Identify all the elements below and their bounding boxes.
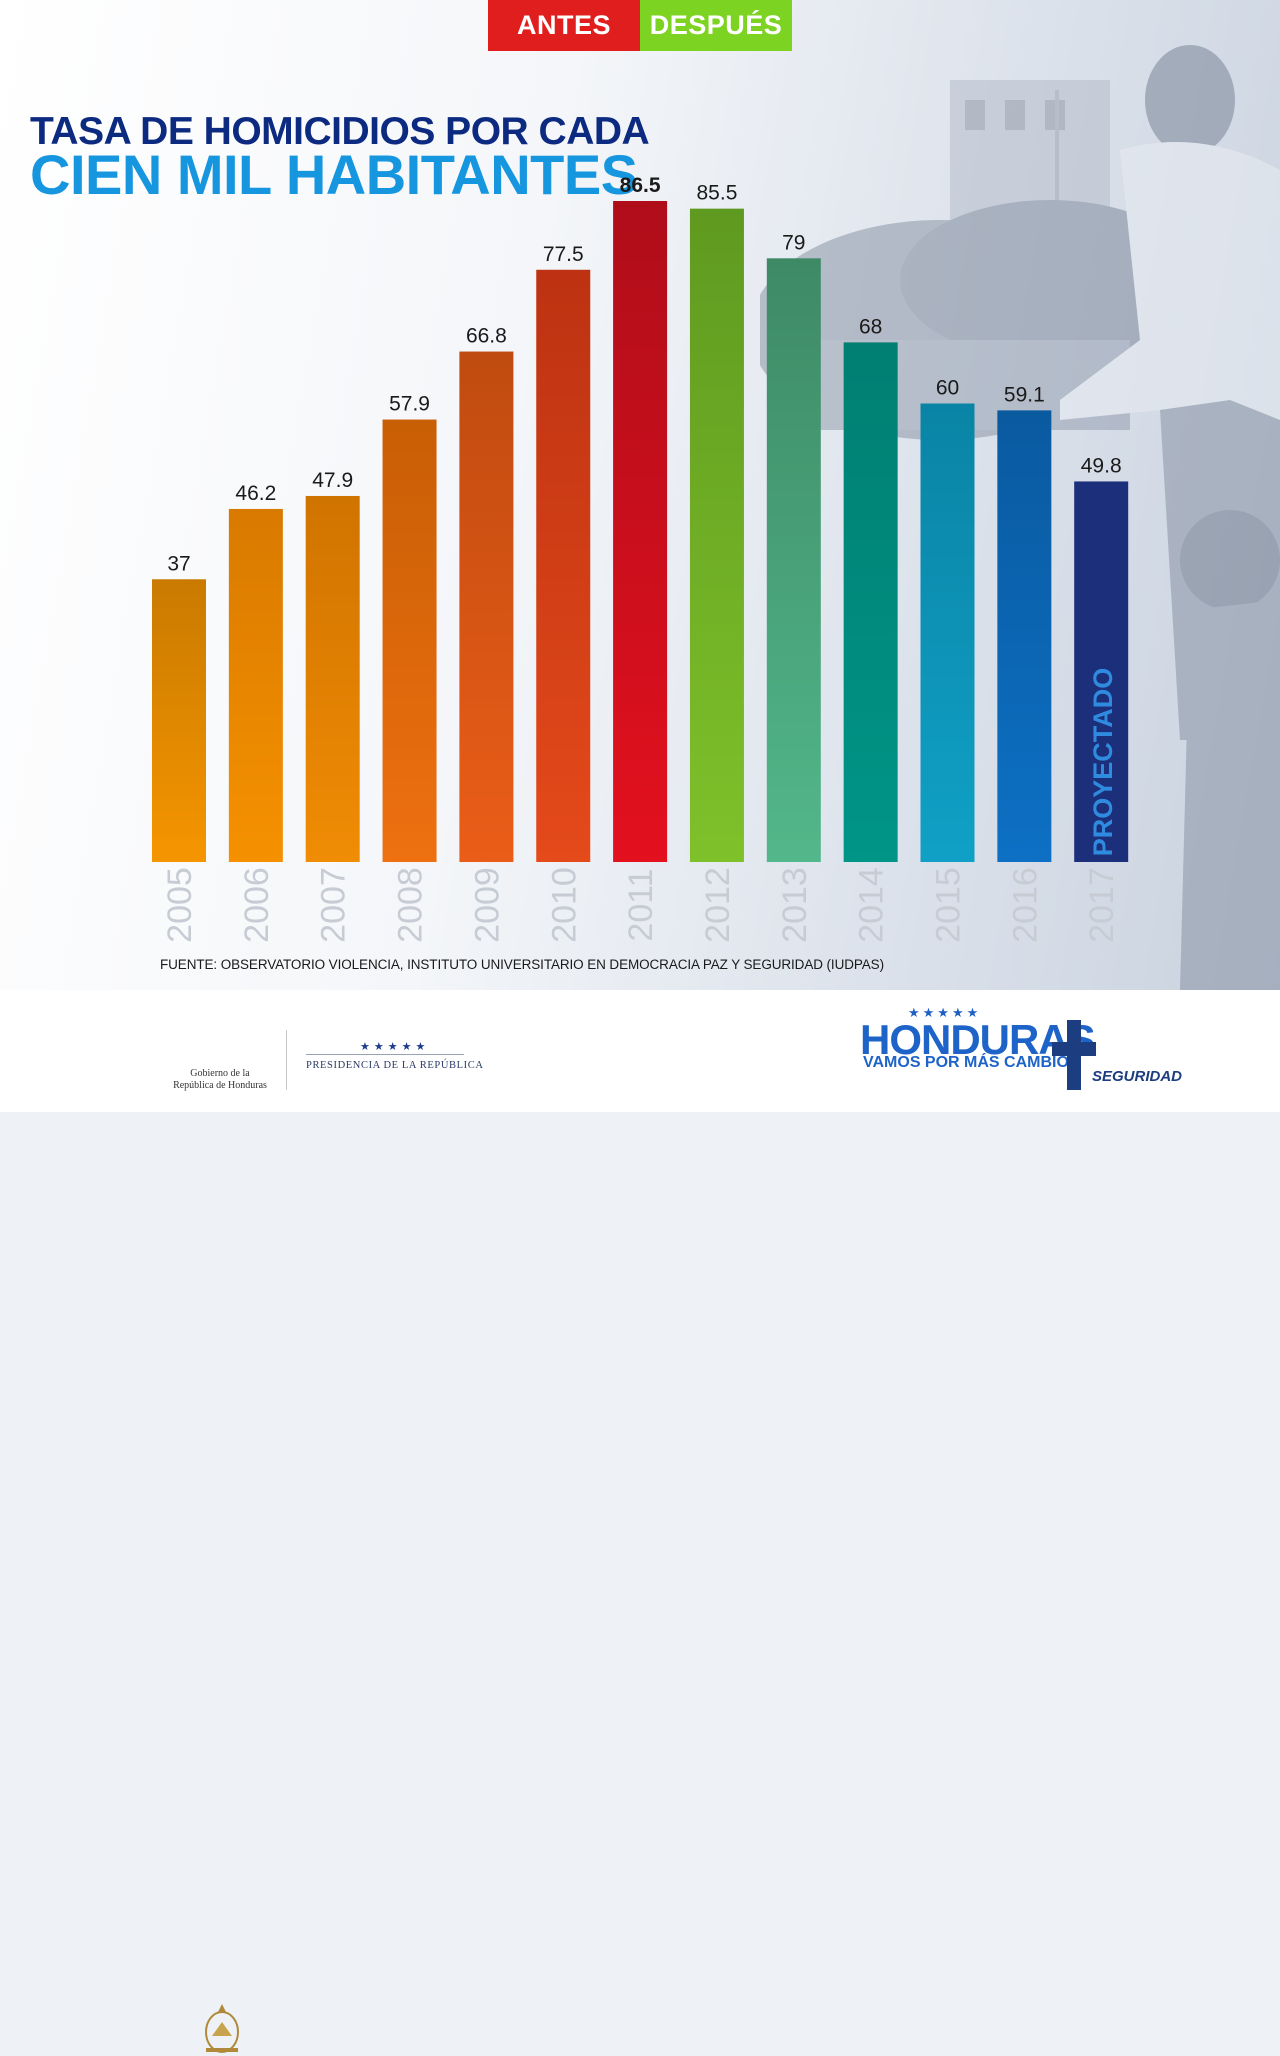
value-label-2014: 68 — [859, 315, 882, 338]
bar-2016 — [997, 410, 1052, 862]
presidencia-rule — [306, 1054, 464, 1055]
seguridad-label: SEGURIDAD — [1092, 1068, 1183, 1085]
footer-divider — [286, 1030, 287, 1090]
coat-of-arms-logo — [205, 2004, 239, 2053]
gobierno-label: Gobierno de la República de Honduras — [160, 1068, 280, 1092]
x-tick-2016: 2016 — [1006, 867, 1044, 943]
x-tick-2010: 2010 — [545, 867, 583, 943]
chart-title-line2: CIEN MIL HABITANTES — [30, 143, 638, 206]
bar-2008 — [382, 419, 437, 862]
value-label-2013: 79 — [782, 231, 805, 254]
x-tick-2017: 2017 — [1083, 867, 1121, 943]
x-tick-2015: 2015 — [930, 867, 968, 943]
bar-2015 — [920, 403, 975, 862]
x-tick-2013: 2013 — [776, 867, 814, 943]
gobierno-line1: Gobierno de la — [190, 1068, 250, 1079]
bar-2006 — [228, 508, 283, 862]
presidencia-stars: ★★★★★ — [360, 1041, 430, 1053]
bar-2017 — [1074, 481, 1129, 862]
bar-2012 — [689, 208, 744, 863]
value-label-2015: 60 — [936, 377, 959, 400]
gobierno-line2: República de Honduras — [173, 1080, 267, 1091]
x-tick-2011: 2011 — [622, 868, 660, 941]
value-label-2016: 59.1 — [1004, 383, 1045, 406]
tab-despues: DESPUÉS — [640, 0, 792, 51]
value-label-2005: 37 — [167, 552, 190, 575]
x-tick-2005: 2005 — [161, 867, 199, 943]
projected-annotation: PROYECTADO — [1088, 668, 1118, 857]
plus-icon — [1052, 1020, 1096, 1090]
value-label-2006: 46.2 — [235, 482, 276, 505]
bar-2014 — [843, 342, 898, 862]
x-tick-2012: 2012 — [699, 867, 737, 943]
x-tick-2008: 2008 — [392, 867, 430, 943]
bar-2011 — [613, 201, 668, 862]
presidencia-label: PRESIDENCIA DE LA REPÚBLICA — [306, 1060, 484, 1071]
x-tick-2007: 2007 — [315, 867, 353, 943]
chart-title-line1: TASA DE HOMICIDIOS POR CADA — [30, 110, 650, 153]
value-label-2011: 86.5 — [620, 174, 661, 197]
bar-2007 — [305, 495, 360, 862]
x-tick-2009: 2009 — [468, 867, 506, 943]
source-note: FUENTE: OBSERVATORIO VIOLENCIA, INSTITUT… — [160, 957, 884, 972]
x-tick-2014: 2014 — [853, 867, 891, 943]
bar-2009 — [459, 351, 514, 862]
honduras-stars: ★★★★★ — [908, 1005, 982, 1020]
value-label-2017: 49.8 — [1081, 454, 1122, 477]
bar-2013 — [766, 258, 821, 862]
value-label-2008: 57.9 — [389, 393, 430, 416]
value-label-2012: 85.5 — [697, 182, 738, 205]
x-tick-2006: 2006 — [238, 867, 276, 943]
tab-antes: ANTES — [488, 0, 640, 51]
bar-2010 — [536, 269, 591, 863]
value-label-2009: 66.8 — [466, 325, 507, 348]
value-label-2010: 77.5 — [543, 243, 584, 266]
honduras-slogan: VAMOS POR MÁS CAMBIOS — [863, 1054, 1080, 1071]
bar-2005 — [152, 579, 206, 862]
infographic-background: ANTES DESPUÉS TASA DE HOMICIDIOS POR CAD… — [0, 0, 1280, 990]
value-label-2007: 47.9 — [312, 469, 353, 492]
bar-chart: 37 2005 46.2 2006 47.9 2007 57.9 2008 66.8 2009 77… — [152, 174, 1129, 943]
